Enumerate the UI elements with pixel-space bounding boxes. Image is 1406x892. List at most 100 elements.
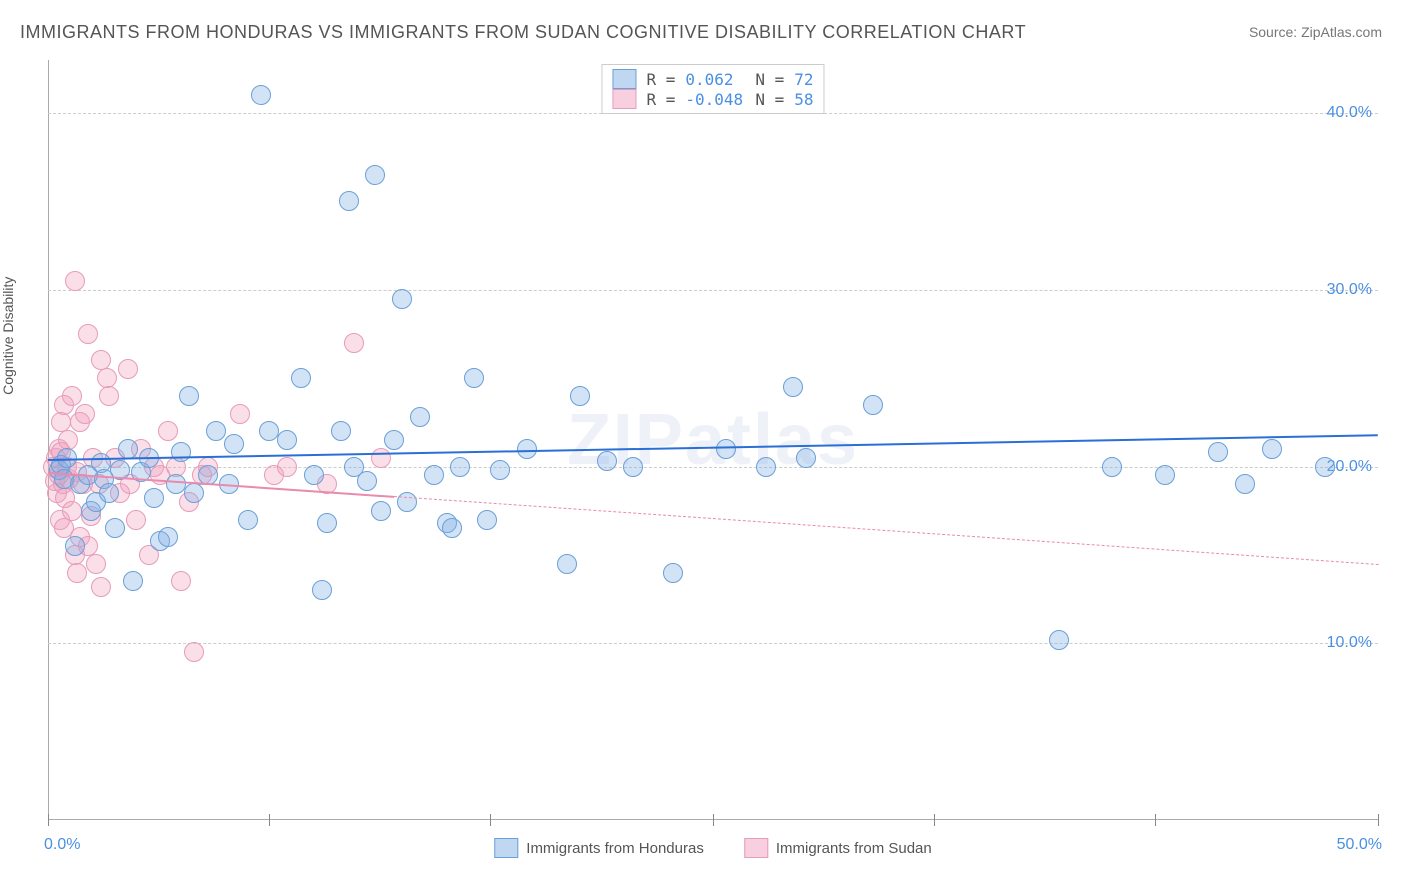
r-label: R = — [646, 90, 675, 109]
data-point — [65, 536, 85, 556]
data-point — [1315, 457, 1335, 477]
data-point — [291, 368, 311, 388]
data-point — [397, 492, 417, 512]
n-label: N = — [755, 90, 784, 109]
data-point — [99, 483, 119, 503]
data-point — [597, 451, 617, 471]
n-label: N = — [755, 70, 784, 89]
chart-container: IMMIGRANTS FROM HONDURAS VS IMMIGRANTS F… — [0, 0, 1406, 892]
data-point — [1262, 439, 1282, 459]
data-point — [331, 421, 351, 441]
data-point — [86, 554, 106, 574]
xtick — [1155, 814, 1156, 826]
legend-swatch — [744, 838, 768, 858]
ytick-label: 10.0% — [1327, 634, 1372, 652]
x-min-label: 0.0% — [44, 836, 80, 854]
data-point — [317, 513, 337, 533]
data-point — [259, 421, 279, 441]
data-point — [517, 439, 537, 459]
r-label: R = — [646, 70, 675, 89]
data-point — [1155, 465, 1175, 485]
data-point — [783, 377, 803, 397]
data-point — [118, 439, 138, 459]
xtick — [490, 814, 491, 826]
data-point — [570, 386, 590, 406]
data-point — [1102, 457, 1122, 477]
data-point — [91, 577, 111, 597]
data-point — [557, 554, 577, 574]
xtick — [269, 814, 270, 826]
data-point — [62, 386, 82, 406]
data-point — [277, 430, 297, 450]
data-point — [118, 359, 138, 379]
y-axis-label: Cognitive Disability — [0, 277, 16, 395]
data-point — [863, 395, 883, 415]
data-point — [392, 289, 412, 309]
ytick-label: 30.0% — [1327, 281, 1372, 299]
xtick — [1378, 814, 1379, 826]
data-point — [179, 386, 199, 406]
data-point — [206, 421, 226, 441]
data-point — [1049, 630, 1069, 650]
data-point — [184, 642, 204, 662]
regression-line — [48, 435, 1378, 462]
gridline — [48, 290, 1378, 291]
gridline — [48, 467, 1378, 468]
legend-label: Immigrants from Honduras — [526, 840, 704, 857]
series-legend: Immigrants from Honduras Immigrants from … — [494, 838, 931, 858]
data-point — [464, 368, 484, 388]
data-point — [105, 518, 125, 538]
chart-title: IMMIGRANTS FROM HONDURAS VS IMMIGRANTS F… — [20, 22, 1026, 43]
legend-swatch — [612, 69, 636, 89]
data-point — [490, 460, 510, 480]
data-point — [99, 386, 119, 406]
n-value: 72 — [794, 70, 813, 89]
xtick — [934, 814, 935, 826]
data-point — [1208, 442, 1228, 462]
data-point — [663, 563, 683, 583]
data-point — [158, 421, 178, 441]
legend-row: R = 0.062 N = 72 — [612, 69, 813, 89]
legend-swatch — [612, 89, 636, 109]
data-point — [442, 518, 462, 538]
data-point — [339, 191, 359, 211]
legend-item: Immigrants from Sudan — [744, 838, 932, 858]
data-point — [184, 483, 204, 503]
source-attribution: Source: ZipAtlas.com — [1249, 24, 1382, 40]
data-point — [171, 571, 191, 591]
stats-legend: R = 0.062N =72R =-0.048N =58 — [601, 64, 824, 114]
x-max-label: 50.0% — [1337, 836, 1382, 854]
legend-swatch — [494, 838, 518, 858]
data-point — [166, 474, 186, 494]
data-point — [371, 448, 391, 468]
plot-area: ZIPatlas R = 0.062N =72R =-0.048N =58 0.… — [48, 60, 1378, 820]
data-point — [123, 571, 143, 591]
regression-line — [394, 496, 1378, 565]
data-point — [67, 563, 87, 583]
data-point — [144, 488, 164, 508]
data-point — [1235, 474, 1255, 494]
n-value: 58 — [794, 90, 813, 109]
xtick — [48, 814, 49, 826]
data-point — [384, 430, 404, 450]
data-point — [158, 527, 178, 547]
legend-label: Immigrants from Sudan — [776, 840, 932, 857]
legend-row: R =-0.048N =58 — [612, 89, 813, 109]
data-point — [230, 404, 250, 424]
data-point — [312, 580, 332, 600]
r-value: 0.062 — [685, 70, 745, 89]
data-point — [304, 465, 324, 485]
data-point — [62, 501, 82, 521]
ytick-label: 40.0% — [1327, 104, 1372, 122]
data-point — [277, 457, 297, 477]
data-point — [477, 510, 497, 530]
legend-item: Immigrants from Honduras — [494, 838, 704, 858]
data-point — [756, 457, 776, 477]
data-point — [126, 510, 146, 530]
data-point — [251, 85, 271, 105]
data-point — [78, 324, 98, 344]
data-point — [623, 457, 643, 477]
xtick — [713, 814, 714, 826]
data-point — [796, 448, 816, 468]
data-point — [424, 465, 444, 485]
